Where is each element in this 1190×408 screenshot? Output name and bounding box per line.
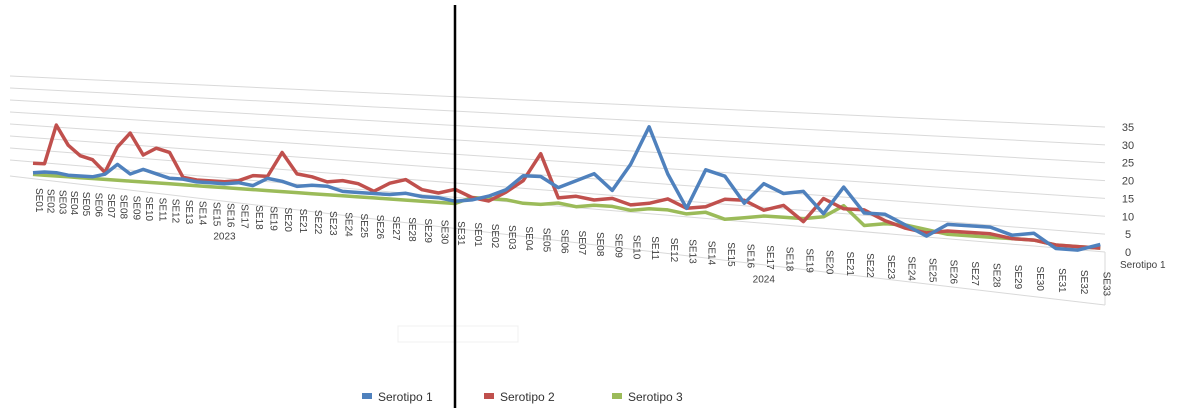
frame xyxy=(397,325,519,343)
x-tick-label: SE21 xyxy=(297,209,308,234)
y-tick-label: 15 xyxy=(1122,193,1134,205)
y-tick-label: 5 xyxy=(1125,229,1131,241)
x-tick-label: SE06 xyxy=(92,193,103,218)
grid-line xyxy=(9,135,1106,217)
grid-line xyxy=(9,75,1106,128)
x-tick-label: SE11 xyxy=(649,236,660,260)
x-tick-label: SE01 xyxy=(33,188,44,213)
y-tick-label: 35 xyxy=(1122,122,1134,134)
x-tick-label: SE03 xyxy=(506,225,517,250)
depth-axis-label: Serotipo 1 xyxy=(1120,260,1166,271)
x-tick-label: SE09 xyxy=(612,233,623,258)
group-label: 2023 xyxy=(213,231,236,242)
legend-swatch xyxy=(612,393,622,399)
x-tick-label: SE26 xyxy=(374,215,385,240)
series-line xyxy=(32,125,1101,252)
y-tick-label: 20 xyxy=(1122,176,1134,188)
x-tick-label: SE27 xyxy=(390,216,401,241)
y-tick-label: 30 xyxy=(1122,140,1134,152)
x-tick-label: SE07 xyxy=(105,194,116,219)
x-tick-label: SE29 xyxy=(422,218,433,243)
x-tick-label: SE21 xyxy=(844,252,855,277)
x-tick-label: SE26 xyxy=(948,260,959,285)
grid-line xyxy=(9,111,1106,182)
x-tick-label: SE14 xyxy=(706,241,717,266)
legend-swatch xyxy=(484,393,494,399)
x-tick-label: SE32 xyxy=(1078,270,1089,295)
x-tick-label: SE14 xyxy=(197,201,208,226)
grid-line xyxy=(9,123,1106,199)
group-label: 2024 xyxy=(753,275,776,286)
legend-label: Serotipo 1 xyxy=(378,390,433,404)
legend-swatch xyxy=(362,393,372,399)
y-tick-label: 10 xyxy=(1122,211,1134,223)
x-tick-label: SE22 xyxy=(864,253,875,278)
x-tick-label: SE24 xyxy=(906,256,917,281)
legend-label: Serotipo 3 xyxy=(628,390,683,404)
x-tick-label: SE17 xyxy=(764,245,775,270)
x-tick-label: SE33 xyxy=(1100,272,1111,297)
x-tick-label: SE07 xyxy=(576,231,587,256)
x-tick-label: SE20 xyxy=(282,208,293,233)
x-tick-label: SE17 xyxy=(239,204,250,229)
x-tick-label: SE12 xyxy=(170,199,181,224)
x-tick-label: SE04 xyxy=(68,191,79,216)
x-tick-label: SE06 xyxy=(558,229,569,254)
x-tick-label: SE18 xyxy=(253,205,264,230)
x-tick-label: SE10 xyxy=(631,235,642,260)
x-tick-label: SE28 xyxy=(990,263,1001,288)
x-tick-label: SE13 xyxy=(183,200,194,225)
x-tick-label: SE02 xyxy=(489,224,500,249)
grid-line xyxy=(9,159,1106,253)
x-tick-label: SE23 xyxy=(885,255,896,280)
x-tick-label: SE05 xyxy=(541,228,552,253)
x-tick-label: SE12 xyxy=(668,238,679,263)
x-tick-label: SE16 xyxy=(224,203,235,228)
x-tick-label: SE29 xyxy=(1012,265,1023,290)
grid-line xyxy=(9,99,1106,164)
x-tick-label: SE02 xyxy=(45,189,56,214)
x-tick-label: SE31 xyxy=(1056,268,1067,293)
x-tick-label: SE19 xyxy=(267,206,278,231)
x-tick-label: SE04 xyxy=(523,226,534,251)
grid-line xyxy=(9,147,1106,235)
floor-edge xyxy=(9,175,1106,306)
x-tick-label: SE11 xyxy=(156,198,167,222)
x-tick-label: SE23 xyxy=(327,211,338,236)
x-tick-label: SE20 xyxy=(824,250,835,275)
x-tick-label: SE31 xyxy=(455,221,466,246)
x-tick-label: SE13 xyxy=(687,239,698,264)
x-tick-label: SE25 xyxy=(926,258,937,283)
x-tick-label: SE09 xyxy=(130,196,141,221)
x-tick-label: SE30 xyxy=(1034,266,1045,291)
x-tick-label: SE15 xyxy=(210,202,221,227)
x-tick-label: SE05 xyxy=(80,192,91,217)
legend-label: Serotipo 2 xyxy=(500,390,555,404)
x-tick-label: SE19 xyxy=(803,248,814,273)
x-tick-label: SE27 xyxy=(969,261,980,286)
x-tick-label: SE15 xyxy=(725,242,736,267)
grid-line xyxy=(9,87,1106,146)
x-tick-label: SE25 xyxy=(358,213,369,238)
x-tick-label: SE10 xyxy=(143,197,154,222)
x-tick-label: SE18 xyxy=(784,247,795,272)
x-tick-label: SE28 xyxy=(406,217,417,242)
x-tick-label: SE08 xyxy=(117,195,128,220)
x-tick-label: SE16 xyxy=(744,244,755,269)
x-tick-label: SE30 xyxy=(439,220,450,245)
y-tick-label: 0 xyxy=(1125,247,1131,259)
x-tick-label: SE24 xyxy=(343,212,354,237)
x-tick-label: SE22 xyxy=(312,210,323,235)
x-tick-label: SE08 xyxy=(594,232,605,257)
x-tick-label: SE01 xyxy=(472,222,483,247)
x-tick-label: SE03 xyxy=(56,190,67,215)
y-tick-label: 25 xyxy=(1122,158,1134,170)
